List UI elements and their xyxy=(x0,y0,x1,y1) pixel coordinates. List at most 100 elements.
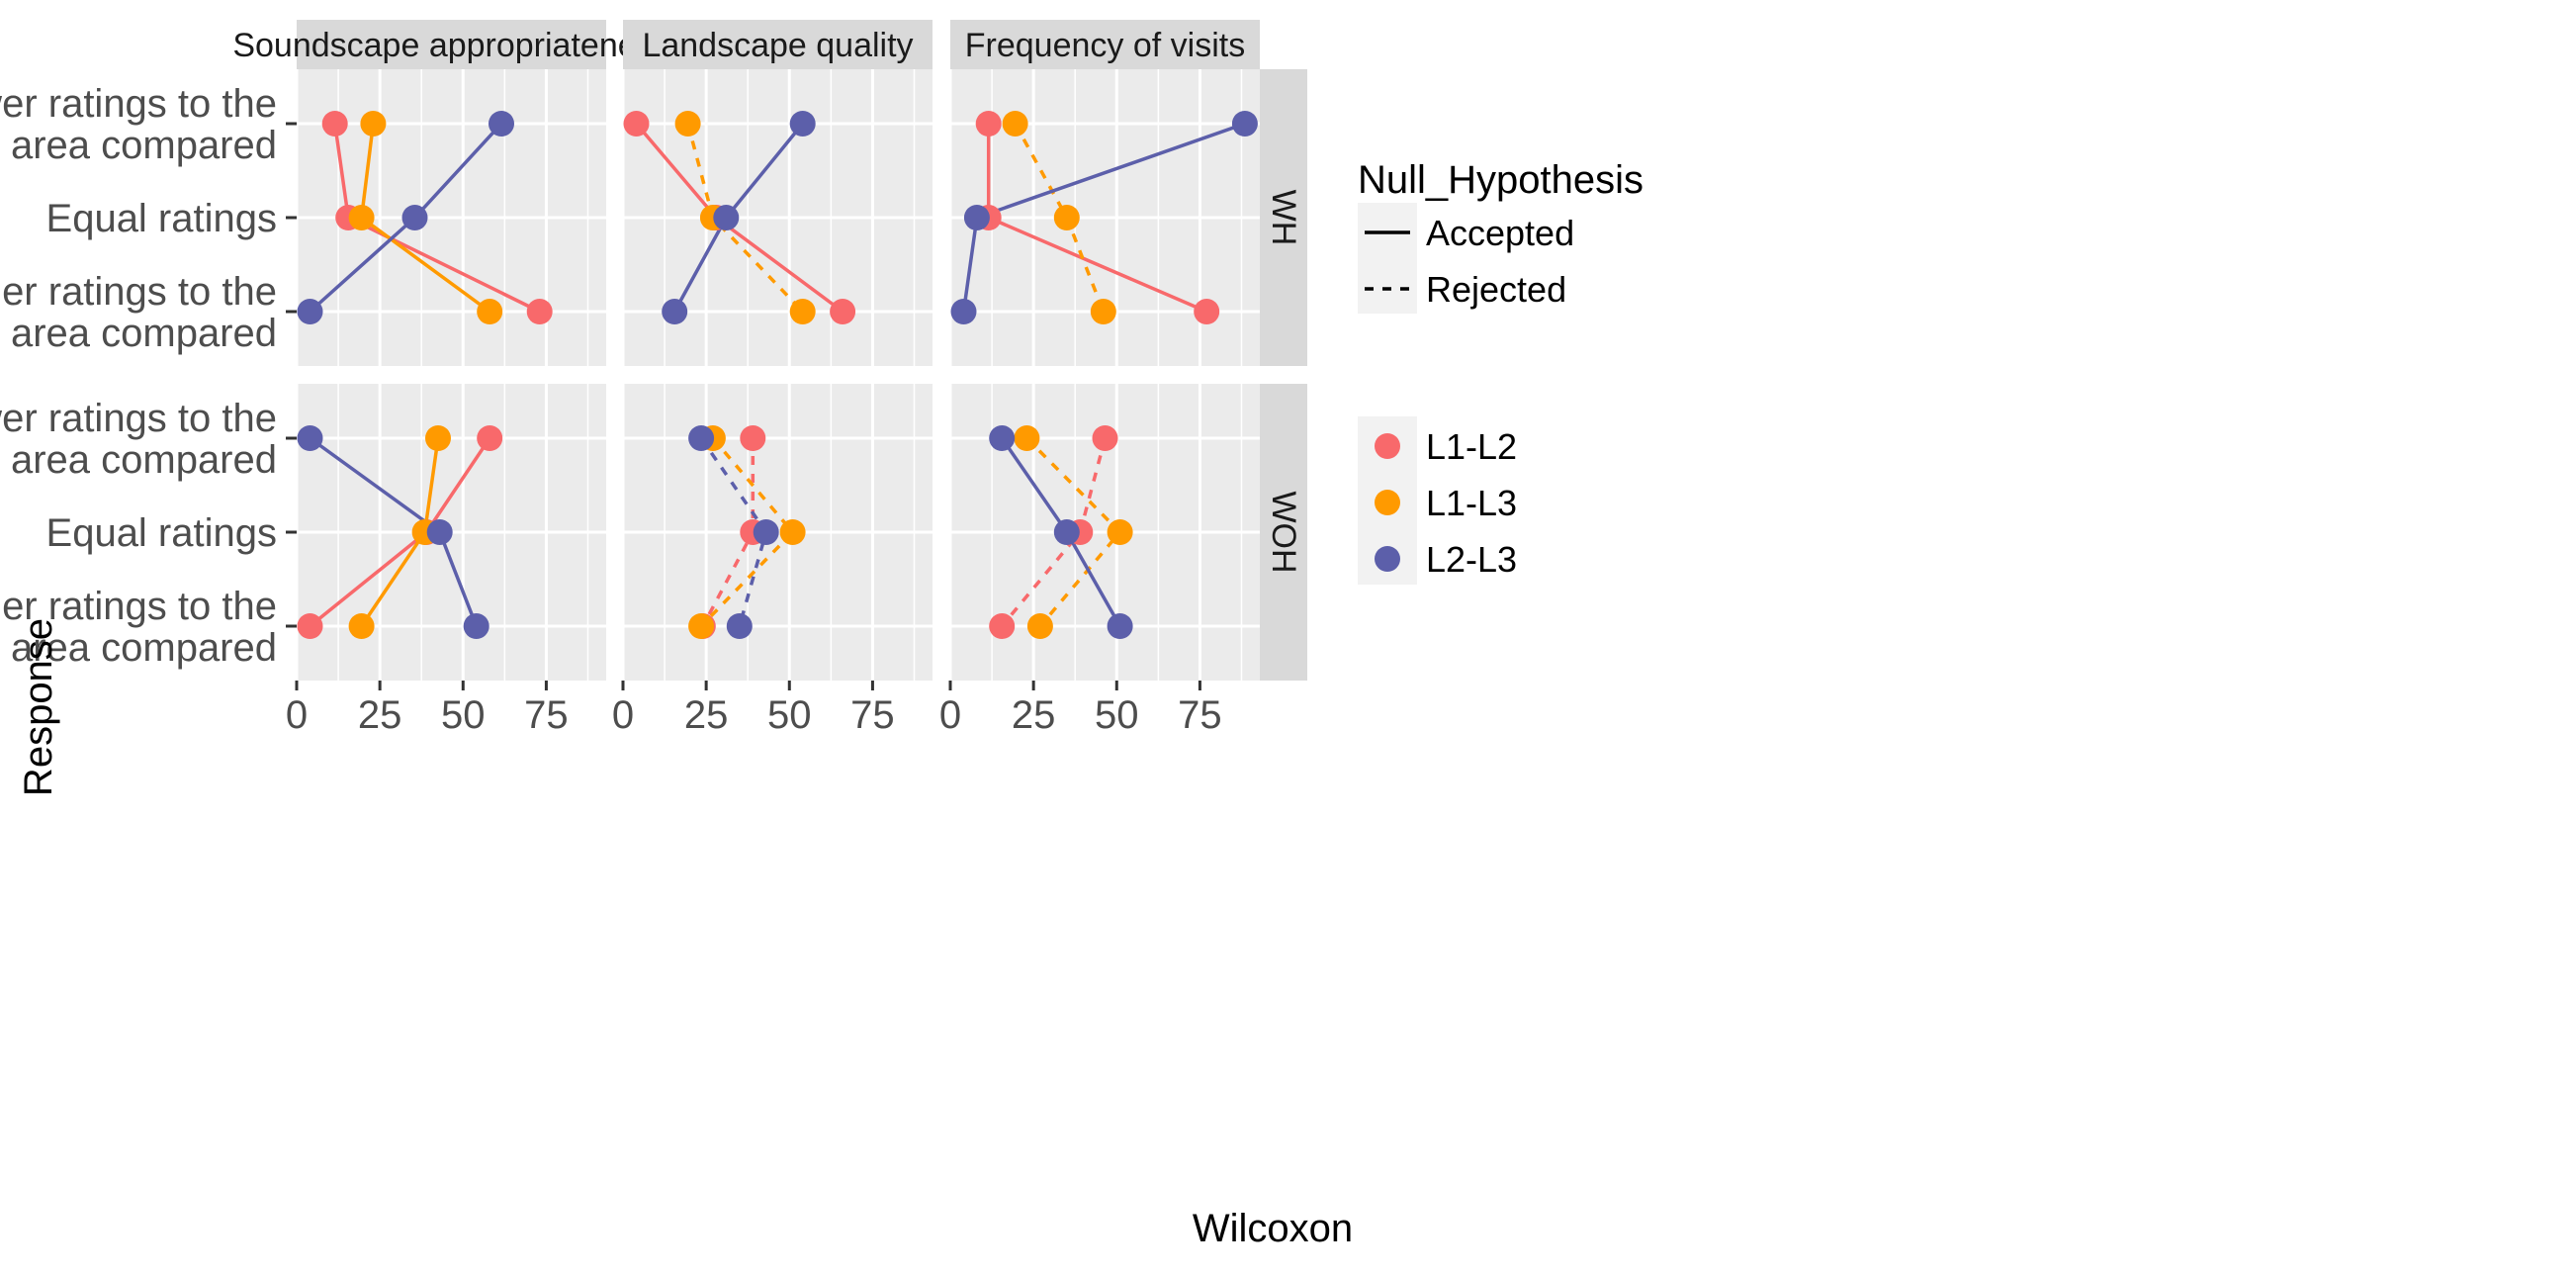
data-point-l1-l2 xyxy=(1194,299,1220,324)
x-tick-label: 50 xyxy=(1095,693,1139,737)
data-point-l1-l3 xyxy=(348,205,375,230)
x-tick-label: 25 xyxy=(1012,693,1056,737)
x-tick-label: 0 xyxy=(286,693,308,737)
legend-key-l2-l3 xyxy=(1375,546,1400,572)
x-tick-label: 0 xyxy=(612,693,634,737)
y-axis-title: Response xyxy=(17,618,60,796)
data-point-l1-l3 xyxy=(360,111,387,137)
axes-layer: Lower ratings to thefirst area comparedE… xyxy=(0,82,1222,737)
x-tick-label: 75 xyxy=(1178,693,1222,737)
series-group-wh-frequency-of-visits xyxy=(950,111,1258,324)
data-point-l2-l3 xyxy=(297,299,323,324)
strip-wh xyxy=(1260,69,1307,366)
series-group-woh-landscape-quality xyxy=(688,425,806,639)
data-point-l2-l3 xyxy=(401,205,428,230)
data-point-l1-l3 xyxy=(1026,613,1053,639)
y-tick-label: Higher ratings to the xyxy=(0,270,277,314)
data-point-l1-l2 xyxy=(477,425,503,451)
data-point-l1-l2 xyxy=(830,299,856,324)
data-point-l2-l3 xyxy=(1053,519,1080,545)
legend-layer: Null_Hypothesis Accepted Rejected L1-L2 L1-L… xyxy=(1358,158,1643,585)
y-tick-label: Lower ratings to the xyxy=(0,397,277,440)
x-axis-title: Wilcoxon xyxy=(1193,1207,1353,1250)
strip-label-woh: WOH xyxy=(1265,491,1302,573)
data-point-l1-l3 xyxy=(789,299,816,324)
legend-key-l1-l2 xyxy=(1375,433,1400,459)
data-point-l2-l3 xyxy=(713,205,740,230)
data-point-l1-l3 xyxy=(348,613,375,639)
data-point-l1-l3 xyxy=(425,425,451,451)
legend-key-background xyxy=(1358,203,1417,314)
y-tick-label: first area compared xyxy=(0,124,277,167)
data-point-l1-l3 xyxy=(1090,299,1116,324)
data-point-l2-l3 xyxy=(963,205,990,230)
strip-label-wh: WH xyxy=(1265,190,1302,246)
data-point-l1-l2 xyxy=(321,111,348,137)
y-tick-label: Equal ratings xyxy=(46,197,277,240)
data-point-l2-l3 xyxy=(789,111,816,137)
strip-label-landscape-quality: Landscape quality xyxy=(642,27,913,64)
data-point-l2-l3 xyxy=(688,425,715,451)
data-point-l1-l3 xyxy=(1002,111,1028,137)
data-point-l1-l2 xyxy=(526,299,553,324)
strip-label-soundscape-appropriateness: Soundscape appropriateness xyxy=(232,27,669,64)
x-tick-label: 0 xyxy=(939,693,961,737)
data-point-l2-l3 xyxy=(489,111,514,137)
data-point-l1-l3 xyxy=(1053,205,1080,230)
data-point-l2-l3 xyxy=(662,299,688,324)
x-tick-label: 25 xyxy=(358,693,402,737)
x-tick-label: 50 xyxy=(441,693,486,737)
data-point-l2-l3 xyxy=(753,519,779,545)
data-point-l1-l2 xyxy=(975,111,1002,137)
x-tick-label: 25 xyxy=(684,693,729,737)
legend-label-accepted: Accepted xyxy=(1426,213,1574,253)
data-point-l2-l3 xyxy=(463,613,489,639)
data-point-l2-l3 xyxy=(950,299,977,324)
legend-label-l1-l2: L1-L2 xyxy=(1426,426,1517,467)
data-point-l2-l3 xyxy=(726,613,753,639)
strip-label-frequency-of-visits: Frequency of visits xyxy=(965,27,1245,64)
strip-frequency-of-visits xyxy=(950,20,1260,69)
y-tick-label: Higher ratings to the xyxy=(0,585,277,628)
series-group-wh-landscape-quality xyxy=(623,111,856,324)
strip-landscape-quality xyxy=(623,20,933,69)
data-point-l1-l2 xyxy=(740,425,766,451)
data-point-l1-l2 xyxy=(623,111,650,137)
x-tick-label: 75 xyxy=(524,693,569,737)
strip-woh xyxy=(1260,384,1307,681)
y-tick-label: first area compared xyxy=(0,626,277,670)
data-point-l2-l3 xyxy=(426,519,453,545)
legend-key-l1-l3 xyxy=(1375,490,1400,515)
series-line-l1-l3 xyxy=(699,436,795,628)
y-tick-label: first area compared xyxy=(0,438,277,482)
data-point-l2-l3 xyxy=(1107,613,1133,639)
legend-label-l1-l3: L1-L3 xyxy=(1426,483,1517,523)
data-point-l2-l3 xyxy=(297,425,323,451)
legend-title-null-hypothesis: Null_Hypothesis xyxy=(1358,158,1643,202)
series-group-woh-frequency-of-visits xyxy=(989,425,1133,639)
data-point-l1-l3 xyxy=(477,299,503,324)
data-point-l1-l3 xyxy=(674,111,701,137)
data-point-l1-l3 xyxy=(1014,425,1040,451)
data-point-l1-l3 xyxy=(1107,519,1133,545)
x-tick-label: 50 xyxy=(767,693,812,737)
data-point-l1-l3 xyxy=(779,519,806,545)
series-group-woh-soundscape-appropriateness xyxy=(297,425,503,639)
y-tick-label: Lower ratings to the xyxy=(0,82,277,126)
data-point-l2-l3 xyxy=(989,425,1016,451)
data-point-l1-l2 xyxy=(989,613,1016,639)
legend-label-l2-l3: L2-L3 xyxy=(1426,539,1517,580)
data-point-l2-l3 xyxy=(1231,111,1258,137)
data-point-l1-l3 xyxy=(688,613,715,639)
y-tick-label: Equal ratings xyxy=(46,511,277,555)
data-point-l1-l2 xyxy=(297,613,323,639)
strip-soundscape-appropriateness xyxy=(297,20,606,69)
legend-label-rejected: Rejected xyxy=(1426,269,1566,310)
series-group-wh-soundscape-appropriateness xyxy=(297,111,553,324)
panel-wh-landscape-quality xyxy=(621,69,933,366)
data-point-l1-l2 xyxy=(1092,425,1118,451)
x-tick-label: 75 xyxy=(850,693,895,737)
y-tick-label: first area compared xyxy=(0,312,277,355)
